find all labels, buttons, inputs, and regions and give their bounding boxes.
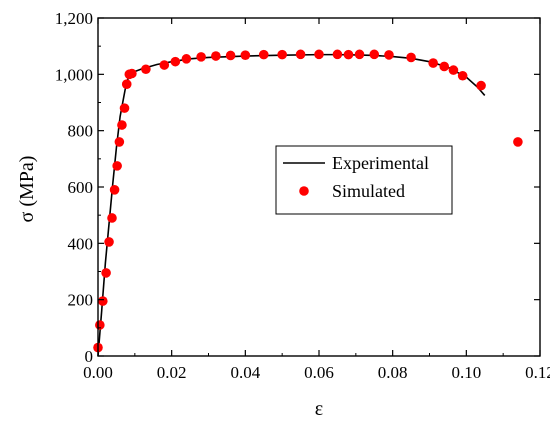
x-tick-label: 0.10 <box>451 363 481 382</box>
simulated-point <box>170 56 181 67</box>
simulated-point <box>295 49 306 60</box>
simulated-series <box>93 49 523 353</box>
simulated-point <box>513 137 523 147</box>
simulated-point <box>384 50 394 60</box>
legend-simulated-marker <box>299 186 309 196</box>
y-tick-label: 1,200 <box>55 9 93 28</box>
legend-box <box>275 145 453 215</box>
simulated-point <box>211 51 221 61</box>
x-tick-label: 0.02 <box>157 363 187 382</box>
y-tick-label: 800 <box>68 122 94 141</box>
simulated-point <box>448 65 459 75</box>
simulated-point <box>127 68 137 79</box>
y-tick-label: 0 <box>85 347 94 366</box>
simulated-point <box>141 64 151 75</box>
x-tick-label: 0.12 <box>525 363 550 382</box>
simulated-point <box>97 296 108 306</box>
axes <box>97 17 541 357</box>
simulated-point <box>104 237 114 247</box>
simulated-point <box>225 50 236 61</box>
simulated-point <box>119 103 130 113</box>
simulated-point <box>196 52 206 62</box>
simulated-point <box>121 79 132 89</box>
simulated-point <box>240 50 251 60</box>
legend-experimental-label: Experimental <box>332 153 429 173</box>
x-tick-label: 0.08 <box>378 363 408 382</box>
simulated-point <box>406 52 416 63</box>
simulated-point <box>95 320 105 330</box>
simulated-point <box>354 49 365 60</box>
simulated-point <box>428 58 438 68</box>
legend-simulated-label: Simulated <box>332 181 405 201</box>
simulated-point <box>117 120 127 130</box>
simulated-point <box>277 49 287 60</box>
simulated-point <box>107 213 117 223</box>
simulated-point <box>476 80 486 91</box>
simulated-point <box>332 49 343 60</box>
simulated-point <box>258 49 269 60</box>
y-axis-label: σ (MPa) <box>16 156 38 223</box>
x-tick-label: 0.06 <box>304 363 334 382</box>
simulated-point <box>314 49 324 60</box>
legend: Experimental Simulated <box>275 145 453 215</box>
simulated-point <box>457 70 468 81</box>
y-tick-label: 1,000 <box>55 65 93 84</box>
x-tick-labels: 0.00 0.02 0.04 0.06 0.08 0.10 0.12 <box>83 363 550 382</box>
y-tick-labels: 0 200 400 600 800 1,000 1,200 <box>55 9 93 366</box>
simulated-point <box>101 268 111 278</box>
simulated-point <box>112 161 122 171</box>
simulated-point <box>159 60 170 70</box>
simulated-point <box>343 49 354 60</box>
y-tick-label: 600 <box>68 178 94 197</box>
simulated-point <box>181 54 192 64</box>
simulated-point <box>439 61 450 72</box>
y-tick-label: 400 <box>68 234 94 253</box>
simulated-point <box>369 49 380 60</box>
x-axis-label: ε <box>315 398 323 420</box>
x-tick-label: 0.00 <box>83 363 113 382</box>
x-tick-label: 0.04 <box>230 363 260 382</box>
simulated-point <box>109 185 120 195</box>
simulated-point <box>114 137 125 147</box>
y-tick-label: 200 <box>68 291 94 310</box>
